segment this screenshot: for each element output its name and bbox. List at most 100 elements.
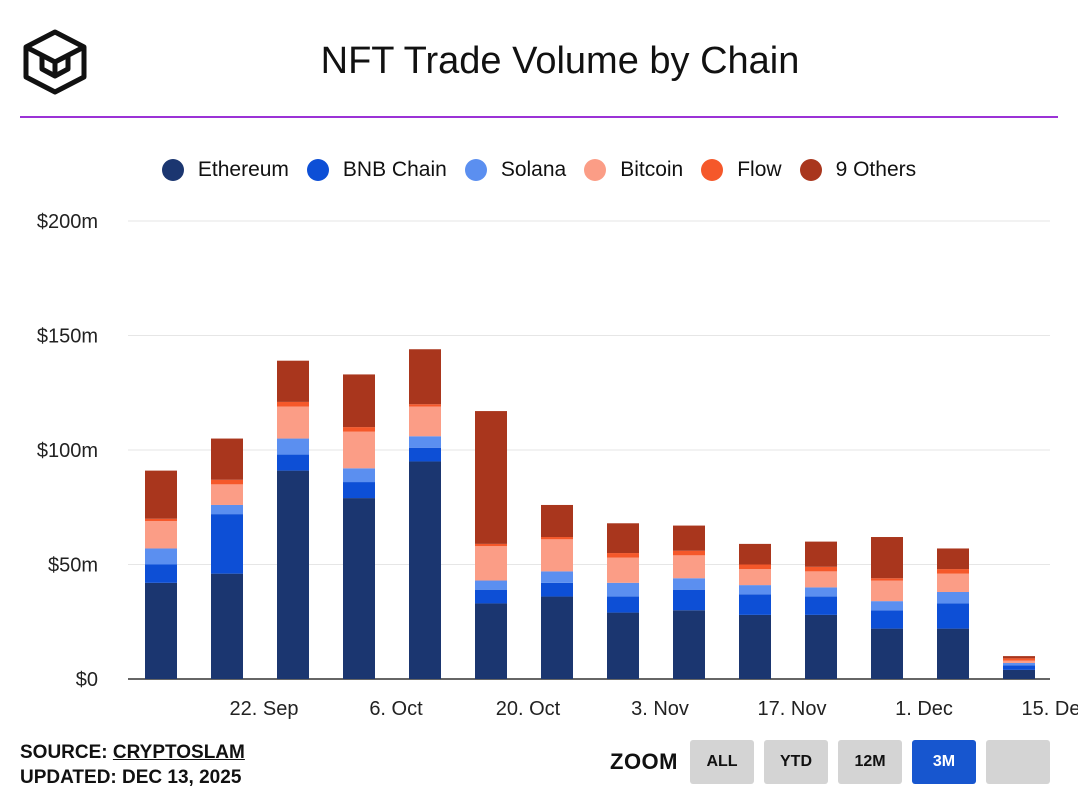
bar-segment-bnb-chain	[607, 596, 639, 613]
y-tick-label: $200m	[37, 211, 98, 233]
bar-segment-solana	[673, 578, 705, 590]
bar-segment-flow	[475, 543, 507, 547]
x-tick-label: 17. Nov	[758, 698, 827, 720]
bar-segment-ethereum	[409, 461, 441, 679]
legend-label-solana: Solana	[500, 158, 567, 181]
x-tick-label: 3. Nov	[631, 698, 689, 720]
x-tick-label: 6. Oct	[369, 698, 423, 720]
legend-label-flow: Flow	[737, 158, 782, 181]
bar-segment-bitcoin	[343, 431, 375, 469]
legend-swatch-ethereum	[161, 159, 184, 181]
title-divider	[20, 116, 1058, 118]
bar-segment-bitcoin	[541, 539, 573, 572]
legend-swatch-9-others	[799, 159, 822, 181]
legend-item-flow[interactable]: Flow	[701, 158, 782, 182]
source-link[interactable]: CRYPTOSLAM	[112, 742, 245, 763]
bar-segment-solana	[277, 438, 309, 455]
updated-date: UPDATED: DEC 13, 2025	[20, 767, 242, 788]
bar-segment-9-others	[145, 470, 177, 519]
bar-segment-9-others	[673, 525, 705, 551]
bar-segment-flow	[145, 518, 177, 521]
chart-footer: SOURCE: CRYPTOSLAM UPDATED: DEC 13, 2025	[20, 740, 245, 790]
bar-segment-9-others	[475, 411, 507, 544]
bar-segment-flow	[607, 553, 639, 558]
legend-item-9-others[interactable]: 9 Others	[799, 158, 917, 182]
zoom-3m-button[interactable]: 3M	[912, 740, 976, 784]
bar-segment-solana	[871, 601, 903, 611]
zoom-ytd-button[interactable]: YTD	[764, 740, 828, 784]
zoom-custom-button[interactable]	[986, 740, 1050, 784]
bar-segment-ethereum	[673, 610, 705, 679]
bar-segment-bitcoin	[937, 573, 969, 592]
x-tick-label: 20. Oct	[496, 698, 561, 720]
bar-segment-solana	[937, 591, 969, 604]
bar-segment-9-others	[739, 543, 771, 565]
bar-segment-solana	[475, 580, 507, 590]
legend-item-solana[interactable]: Solana	[464, 158, 567, 182]
bar-segment-bnb-chain	[475, 589, 507, 604]
legend-label-9-others: 9 Others	[835, 158, 917, 181]
bar-segment-bitcoin	[145, 520, 177, 549]
bar-segment-bnb-chain	[871, 610, 903, 629]
bar-segment-bnb-chain	[277, 454, 309, 471]
bar-segment-flow	[211, 479, 243, 485]
bar-segment-ethereum	[475, 603, 507, 679]
x-tick-label: 15. Dec	[1022, 698, 1078, 720]
bar-segment-9-others	[211, 438, 243, 480]
bar-segment-bnb-chain	[541, 582, 573, 597]
bar-segment-bnb-chain	[937, 603, 969, 629]
legend-item-bnb-chain[interactable]: BNB Chain	[306, 158, 447, 182]
bar-segment-bnb-chain	[805, 596, 837, 615]
bar-segment-9-others	[805, 541, 837, 567]
bar-segment-bnb-chain	[343, 482, 375, 499]
bar-segment-flow	[739, 564, 771, 570]
legend-swatch-flow	[701, 159, 724, 181]
bar-segment-flow	[673, 550, 705, 556]
bar-segment-ethereum	[277, 470, 309, 679]
chart-legend: Ethereum BNB Chain Solana Bitcoin Flow 9…	[0, 158, 1078, 182]
bar-segment-ethereum	[541, 596, 573, 679]
bar-segment-solana	[541, 571, 573, 583]
zoom-all-button[interactable]: ALL	[690, 740, 754, 784]
bar-segment-flow	[1003, 658, 1035, 661]
bar-segment-flow	[805, 566, 837, 572]
bar-segment-solana	[211, 504, 243, 515]
bar-segment-flow	[277, 401, 309, 407]
x-tick-label: 22. Sep	[230, 698, 299, 720]
bar-segment-9-others	[277, 360, 309, 402]
y-tick-label: $0	[76, 669, 98, 691]
bar-segment-9-others	[871, 537, 903, 579]
bar-segment-solana	[607, 582, 639, 597]
bar-segment-bnb-chain	[145, 564, 177, 583]
bar-segment-bitcoin	[211, 484, 243, 505]
y-tick-label: $50m	[48, 555, 98, 577]
legend-item-bitcoin[interactable]: Bitcoin	[584, 158, 683, 182]
bar-segment-9-others	[937, 548, 969, 570]
bar-segment-solana	[145, 548, 177, 565]
bar-segment-ethereum	[937, 628, 969, 679]
bar-segment-bitcoin	[739, 569, 771, 586]
legend-item-ethereum[interactable]: Ethereum	[161, 158, 289, 182]
zoom-12m-button[interactable]: 12M	[838, 740, 902, 784]
bar-segment-bitcoin	[871, 580, 903, 602]
bar-segment-bnb-chain	[1003, 665, 1035, 670]
bar-segment-bnb-chain	[673, 589, 705, 611]
bar-segment-flow	[343, 427, 375, 432]
bar-segment-solana	[409, 436, 441, 448]
bar-segment-ethereum	[805, 614, 837, 679]
bar-segment-9-others	[343, 374, 375, 428]
page-title: NFT Trade Volume by Chain	[320, 40, 800, 82]
y-tick-label: $150m	[37, 326, 98, 348]
source-label: SOURCE:	[20, 742, 108, 763]
bar-segment-bitcoin	[409, 406, 441, 437]
bar-segment-ethereum	[211, 573, 243, 679]
bar-segment-bnb-chain	[739, 594, 771, 615]
bar-segment-bitcoin	[1003, 660, 1035, 663]
source-line: SOURCE: CRYPTOSLAM	[20, 740, 245, 765]
legend-swatch-solana	[464, 159, 487, 181]
bar-segment-solana	[805, 587, 837, 597]
bar-segment-bnb-chain	[409, 447, 441, 462]
bar-segment-bitcoin	[805, 571, 837, 588]
bar-segment-solana	[343, 468, 375, 483]
bar-segment-solana	[1003, 662, 1035, 666]
